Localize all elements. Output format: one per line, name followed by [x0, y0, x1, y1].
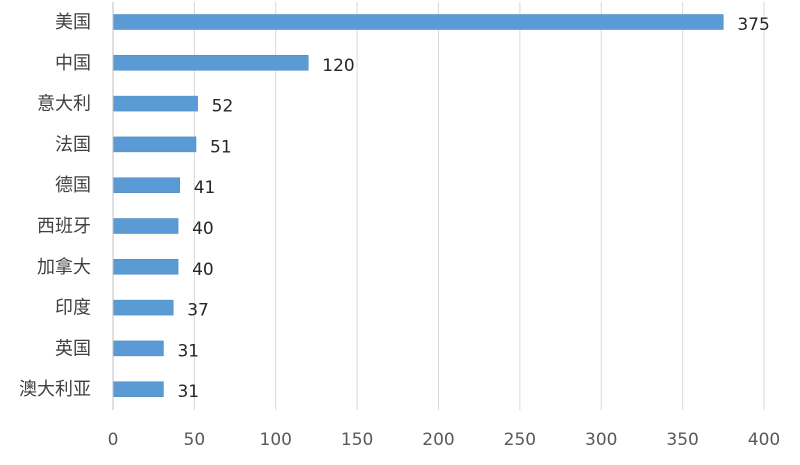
bar: [112, 14, 724, 30]
bar: [112, 55, 309, 71]
category-label: 西班牙: [37, 216, 91, 237]
bar: [112, 136, 197, 153]
data-label: 37: [187, 301, 209, 321]
bar: [112, 218, 179, 234]
bar: [112, 299, 174, 316]
data-label: 31: [177, 341, 199, 361]
data-label: 51: [210, 137, 232, 157]
bar: [112, 381, 164, 397]
x-tick-label: 350: [666, 430, 698, 450]
x-tick-label: 400: [748, 430, 780, 450]
category-label: 中国: [55, 53, 91, 74]
data-label: 120: [322, 56, 354, 76]
category-label: 澳大利亚: [19, 379, 91, 400]
bars: [112, 14, 724, 397]
bar: [112, 95, 198, 112]
labels: 0 50 100 150 200 250 300 350 400 美国 375 中国 120 意大利 52 法…: [19, 12, 780, 450]
data-label: 375: [737, 15, 769, 35]
category-label: 美国: [55, 12, 91, 33]
category-label: 英国: [55, 338, 91, 359]
x-tick-label: 100: [260, 430, 292, 450]
x-tick-label: 300: [585, 430, 617, 450]
x-tick-label: 0: [108, 430, 119, 450]
data-label: 31: [177, 382, 199, 402]
category-label: 加拿大: [37, 256, 91, 278]
category-label: 法国: [55, 134, 91, 155]
bar: [112, 340, 164, 357]
category-label: 意大利: [37, 94, 91, 115]
data-label: 40: [192, 260, 214, 280]
data-label: 40: [192, 219, 214, 239]
data-label: 41: [194, 178, 216, 198]
category-label: 德国: [55, 175, 91, 196]
category-label: 印度: [55, 298, 91, 319]
x-tick-label: 200: [422, 430, 454, 450]
bar: [112, 259, 179, 275]
x-tick-label: 50: [184, 430, 206, 450]
bar: [112, 177, 180, 193]
x-tick-label: 250: [504, 430, 536, 450]
data-label: 52: [212, 97, 234, 117]
x-tick-label: 150: [341, 430, 373, 450]
